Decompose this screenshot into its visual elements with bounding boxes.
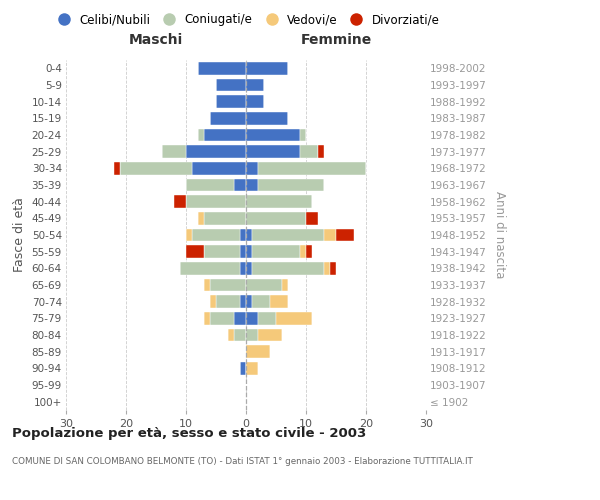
Bar (240, 362, 246, 374)
Bar (204, 246, 240, 258)
Bar (276, 312, 312, 324)
Bar (246, 229, 252, 241)
Bar (174, 196, 186, 208)
Bar (192, 229, 240, 241)
Bar (252, 296, 270, 308)
Bar (246, 262, 252, 274)
Bar (300, 146, 318, 158)
Bar (246, 112, 288, 124)
Bar (186, 179, 234, 192)
Bar (240, 229, 246, 241)
Bar (330, 262, 336, 274)
Bar (186, 146, 246, 158)
Bar (258, 329, 282, 341)
Bar (318, 146, 324, 158)
Bar (246, 279, 282, 291)
Bar (246, 312, 258, 324)
Bar (198, 62, 246, 74)
Bar (324, 229, 336, 241)
Bar (204, 129, 246, 141)
Bar (252, 229, 324, 241)
Bar (246, 296, 252, 308)
Bar (210, 296, 216, 308)
Bar (282, 279, 288, 291)
Text: COMUNE DI SAN COLOMBANO BELMONTE (TO) - Dati ISTAT 1° gennaio 2003 - Elaborazion: COMUNE DI SAN COLOMBANO BELMONTE (TO) - … (12, 458, 473, 466)
Bar (246, 79, 264, 92)
Bar (336, 229, 354, 241)
Bar (216, 296, 240, 308)
Bar (246, 196, 312, 208)
Bar (204, 212, 246, 224)
Text: Maschi: Maschi (129, 32, 183, 46)
Bar (210, 312, 234, 324)
Bar (246, 179, 258, 192)
Bar (306, 246, 312, 258)
Text: Femmine: Femmine (301, 32, 371, 46)
Bar (258, 312, 276, 324)
Bar (186, 246, 204, 258)
Bar (216, 79, 246, 92)
Bar (246, 62, 288, 74)
Bar (270, 296, 288, 308)
Bar (192, 162, 246, 174)
Bar (324, 262, 330, 274)
Bar (204, 312, 210, 324)
Bar (210, 112, 246, 124)
Bar (186, 196, 246, 208)
Bar (240, 246, 246, 258)
Y-axis label: Fasce di età: Fasce di età (13, 198, 26, 272)
Bar (246, 329, 258, 341)
Bar (114, 162, 120, 174)
Bar (300, 129, 306, 141)
Bar (228, 329, 234, 341)
Bar (246, 146, 300, 158)
Text: Popolazione per età, sesso e stato civile - 2003: Popolazione per età, sesso e stato civil… (12, 428, 366, 440)
Bar (252, 246, 300, 258)
Bar (252, 262, 324, 274)
Bar (246, 212, 306, 224)
Bar (258, 162, 366, 174)
Bar (300, 246, 306, 258)
Bar (246, 96, 264, 108)
Bar (246, 362, 258, 374)
Bar (210, 279, 246, 291)
Bar (246, 129, 300, 141)
Bar (120, 162, 192, 174)
Legend: Celibi/Nubili, Coniugati/e, Vedovi/e, Divorziati/e: Celibi/Nubili, Coniugati/e, Vedovi/e, Di… (47, 8, 445, 31)
Bar (246, 346, 270, 358)
Bar (198, 212, 204, 224)
Bar (234, 312, 246, 324)
Bar (162, 146, 186, 158)
Y-axis label: Anni di nascita: Anni di nascita (493, 192, 506, 278)
Bar (204, 279, 210, 291)
Bar (246, 162, 258, 174)
Bar (240, 296, 246, 308)
Bar (306, 212, 318, 224)
Bar (246, 246, 252, 258)
Bar (234, 179, 246, 192)
Bar (180, 262, 240, 274)
Bar (186, 229, 192, 241)
Bar (216, 96, 246, 108)
Bar (240, 262, 246, 274)
Bar (198, 129, 204, 141)
Bar (258, 179, 324, 192)
Bar (234, 329, 246, 341)
